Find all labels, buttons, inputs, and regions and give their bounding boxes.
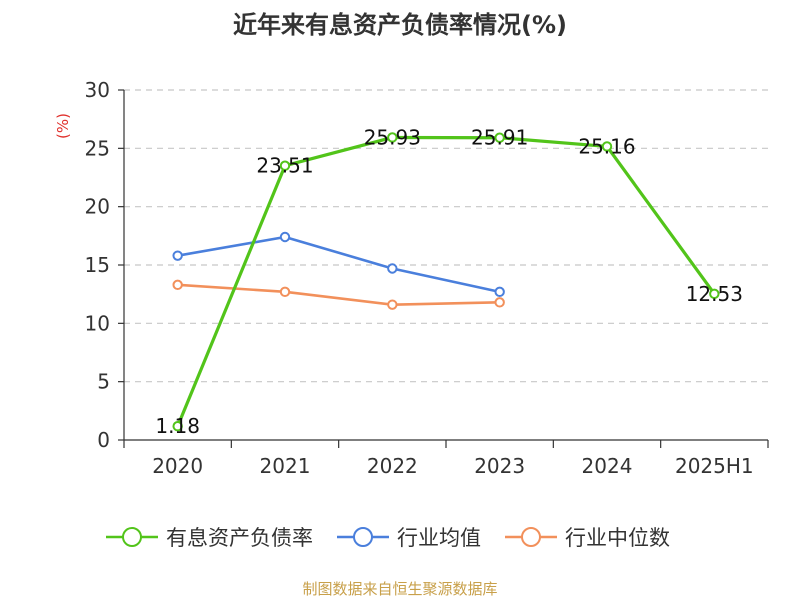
data-label: 25.91 xyxy=(471,126,528,150)
data-point xyxy=(279,286,291,298)
legend-label: 有息资产负债率 xyxy=(166,526,313,550)
data-point xyxy=(279,231,291,243)
source-note: 制图数据来自恒生聚源数据库 xyxy=(302,580,497,598)
legend-label: 行业中位数 xyxy=(565,526,670,550)
legend-marker-icon xyxy=(521,527,541,547)
data-point xyxy=(709,288,720,300)
x-tick-label: 2020 xyxy=(152,454,203,478)
data-label: 25.16 xyxy=(578,134,635,158)
x-tick-label: 2021 xyxy=(260,454,311,478)
data-labels: 1.18 23.51 25.93 25.91 25.16 12.53 xyxy=(155,125,743,438)
y-tick-label: 20 xyxy=(85,195,110,219)
series-line xyxy=(176,135,716,428)
legend-item: 行业均值 xyxy=(337,526,481,550)
y-axis: 0 5 10 15 20 25 30 xyxy=(85,78,125,452)
y-tick-label: 0 xyxy=(97,428,110,452)
legend-item: 有息资产负债率 xyxy=(106,526,313,550)
data-point xyxy=(494,132,505,143)
x-tick-label: 2023 xyxy=(474,454,525,478)
data-point xyxy=(172,250,183,261)
x-axis: 2020 2021 2022 2023 2024 2025H1 xyxy=(123,439,769,478)
chart-title: 近年来有息资产负债率情况(%) xyxy=(233,11,567,39)
series-line xyxy=(176,283,501,306)
data-point xyxy=(387,132,398,143)
y-tick-label: 15 xyxy=(85,253,110,277)
data-point xyxy=(387,263,398,274)
x-tick-label: 2025H1 xyxy=(675,454,754,478)
data-point xyxy=(601,141,613,152)
data-label: 23.51 xyxy=(256,154,313,178)
legend-item: 行业中位数 xyxy=(505,526,670,550)
legend-label: 行业均值 xyxy=(397,526,481,550)
series-line xyxy=(176,235,501,294)
data-label: 12.53 xyxy=(686,282,743,306)
y-tick-label: 25 xyxy=(85,136,110,160)
y-tick-label: 5 xyxy=(97,370,110,394)
x-tick-label: 2024 xyxy=(582,454,633,478)
data-point xyxy=(494,286,505,298)
data-label: 25.93 xyxy=(364,125,421,149)
data-point xyxy=(172,421,183,432)
series-group xyxy=(172,132,720,432)
grid-lines xyxy=(124,89,768,383)
y-axis-label: (%) xyxy=(54,113,72,139)
data-point xyxy=(279,160,291,171)
legend-marker-icon xyxy=(353,527,373,547)
data-point xyxy=(494,297,505,308)
x-tick-label: 2022 xyxy=(367,454,418,478)
data-label: 1.18 xyxy=(155,414,200,438)
legend: 有息资产负债率 行业均值 行业中位数 xyxy=(106,526,670,550)
y-tick-label: 30 xyxy=(85,78,110,102)
legend-marker-icon xyxy=(122,527,142,547)
data-point xyxy=(387,299,398,310)
y-tick-label: 10 xyxy=(85,311,110,335)
data-point xyxy=(172,279,183,291)
